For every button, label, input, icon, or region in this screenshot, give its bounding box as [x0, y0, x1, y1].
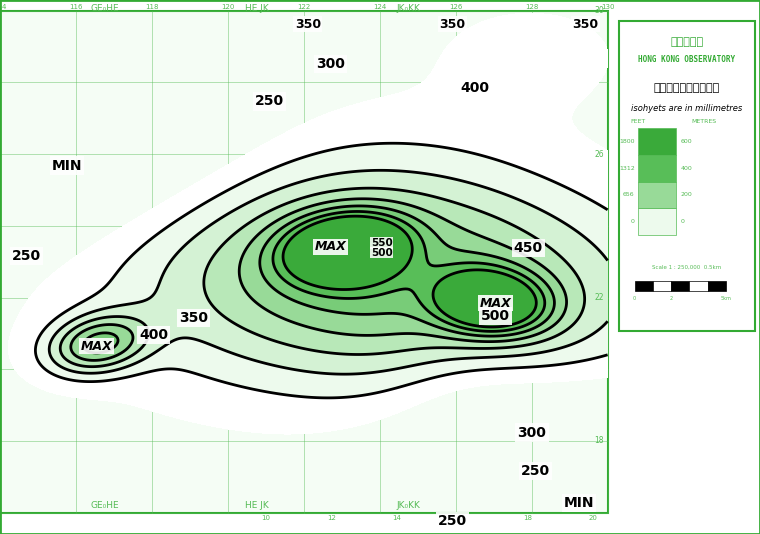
Text: 126: 126: [449, 4, 463, 10]
Text: 14: 14: [392, 515, 401, 521]
Text: 10: 10: [261, 515, 271, 521]
Text: 450: 450: [514, 241, 543, 255]
Text: HE JK: HE JK: [245, 501, 269, 510]
Text: MAX: MAX: [480, 297, 511, 310]
Text: 124: 124: [373, 4, 387, 10]
Text: 500: 500: [371, 248, 393, 257]
Bar: [638, 182, 676, 208]
Text: MAX: MAX: [81, 340, 112, 352]
Bar: [638, 155, 676, 182]
Bar: [671, 281, 689, 291]
Bar: [638, 128, 676, 155]
Bar: [689, 281, 708, 291]
Text: 30: 30: [594, 6, 604, 15]
Text: Scale 1 : 250,000  0.5km: Scale 1 : 250,000 0.5km: [652, 264, 722, 270]
Text: 656: 656: [623, 192, 635, 198]
Text: 400: 400: [461, 81, 489, 95]
Text: 20: 20: [588, 515, 597, 521]
Text: 116: 116: [69, 4, 83, 10]
Text: 250: 250: [438, 514, 467, 528]
Text: 550: 550: [371, 238, 393, 248]
Text: 350: 350: [179, 311, 208, 325]
Text: METRES: METRES: [692, 119, 717, 124]
Text: HE JK: HE JK: [245, 4, 269, 13]
Text: 118: 118: [145, 4, 159, 10]
Text: 18: 18: [523, 515, 532, 521]
Text: 18: 18: [595, 436, 604, 445]
Bar: [708, 281, 726, 291]
Text: 1800: 1800: [619, 139, 635, 144]
Text: 350: 350: [295, 18, 321, 30]
Text: 22: 22: [595, 293, 604, 302]
Text: 600: 600: [680, 139, 692, 144]
Text: GE₀HE: GE₀HE: [90, 501, 119, 510]
Bar: [635, 281, 653, 291]
Text: FEET: FEET: [631, 119, 646, 124]
Text: 等雨量線以毫米為單位: 等雨量線以毫米為單位: [654, 83, 720, 93]
Text: 130: 130: [601, 4, 615, 10]
Text: 400: 400: [680, 166, 692, 171]
Text: 400: 400: [139, 328, 168, 342]
Text: 250: 250: [255, 95, 284, 108]
Bar: [653, 281, 671, 291]
Text: 350: 350: [439, 18, 465, 30]
Text: HONG KONG OBSERVATORY: HONG KONG OBSERVATORY: [638, 55, 736, 64]
Text: 2: 2: [670, 296, 673, 301]
Text: 12: 12: [327, 515, 336, 521]
Text: 500: 500: [481, 309, 510, 323]
Text: 0: 0: [633, 296, 636, 301]
Text: 300: 300: [316, 57, 345, 71]
Text: 350: 350: [572, 18, 598, 30]
Text: GE₀HE: GE₀HE: [90, 4, 119, 13]
Text: 0: 0: [631, 219, 635, 224]
Text: 香港天文台: 香港天文台: [670, 37, 704, 48]
Text: 250: 250: [521, 464, 550, 478]
Text: JK₀KK: JK₀KK: [397, 4, 421, 13]
Bar: [619, 21, 755, 331]
Text: MIN: MIN: [564, 496, 594, 510]
Text: 1312: 1312: [619, 166, 635, 171]
Bar: [0, 11, 608, 513]
Text: 300: 300: [518, 426, 546, 439]
Text: MAX: MAX: [315, 240, 347, 253]
Text: 114: 114: [0, 4, 7, 10]
Text: 250: 250: [12, 249, 41, 263]
Text: MIN: MIN: [52, 159, 82, 172]
Text: 16: 16: [458, 515, 467, 521]
Text: 26: 26: [594, 150, 604, 159]
Text: 120: 120: [221, 4, 235, 10]
Text: 128: 128: [525, 4, 539, 10]
Text: 200: 200: [680, 192, 692, 198]
Text: 122: 122: [297, 4, 311, 10]
Text: JK₀KK: JK₀KK: [397, 501, 421, 510]
Bar: [638, 208, 676, 235]
Text: 0: 0: [680, 219, 684, 224]
Text: 5km: 5km: [720, 296, 731, 301]
Text: isohyets are in millimetres: isohyets are in millimetres: [632, 104, 743, 113]
